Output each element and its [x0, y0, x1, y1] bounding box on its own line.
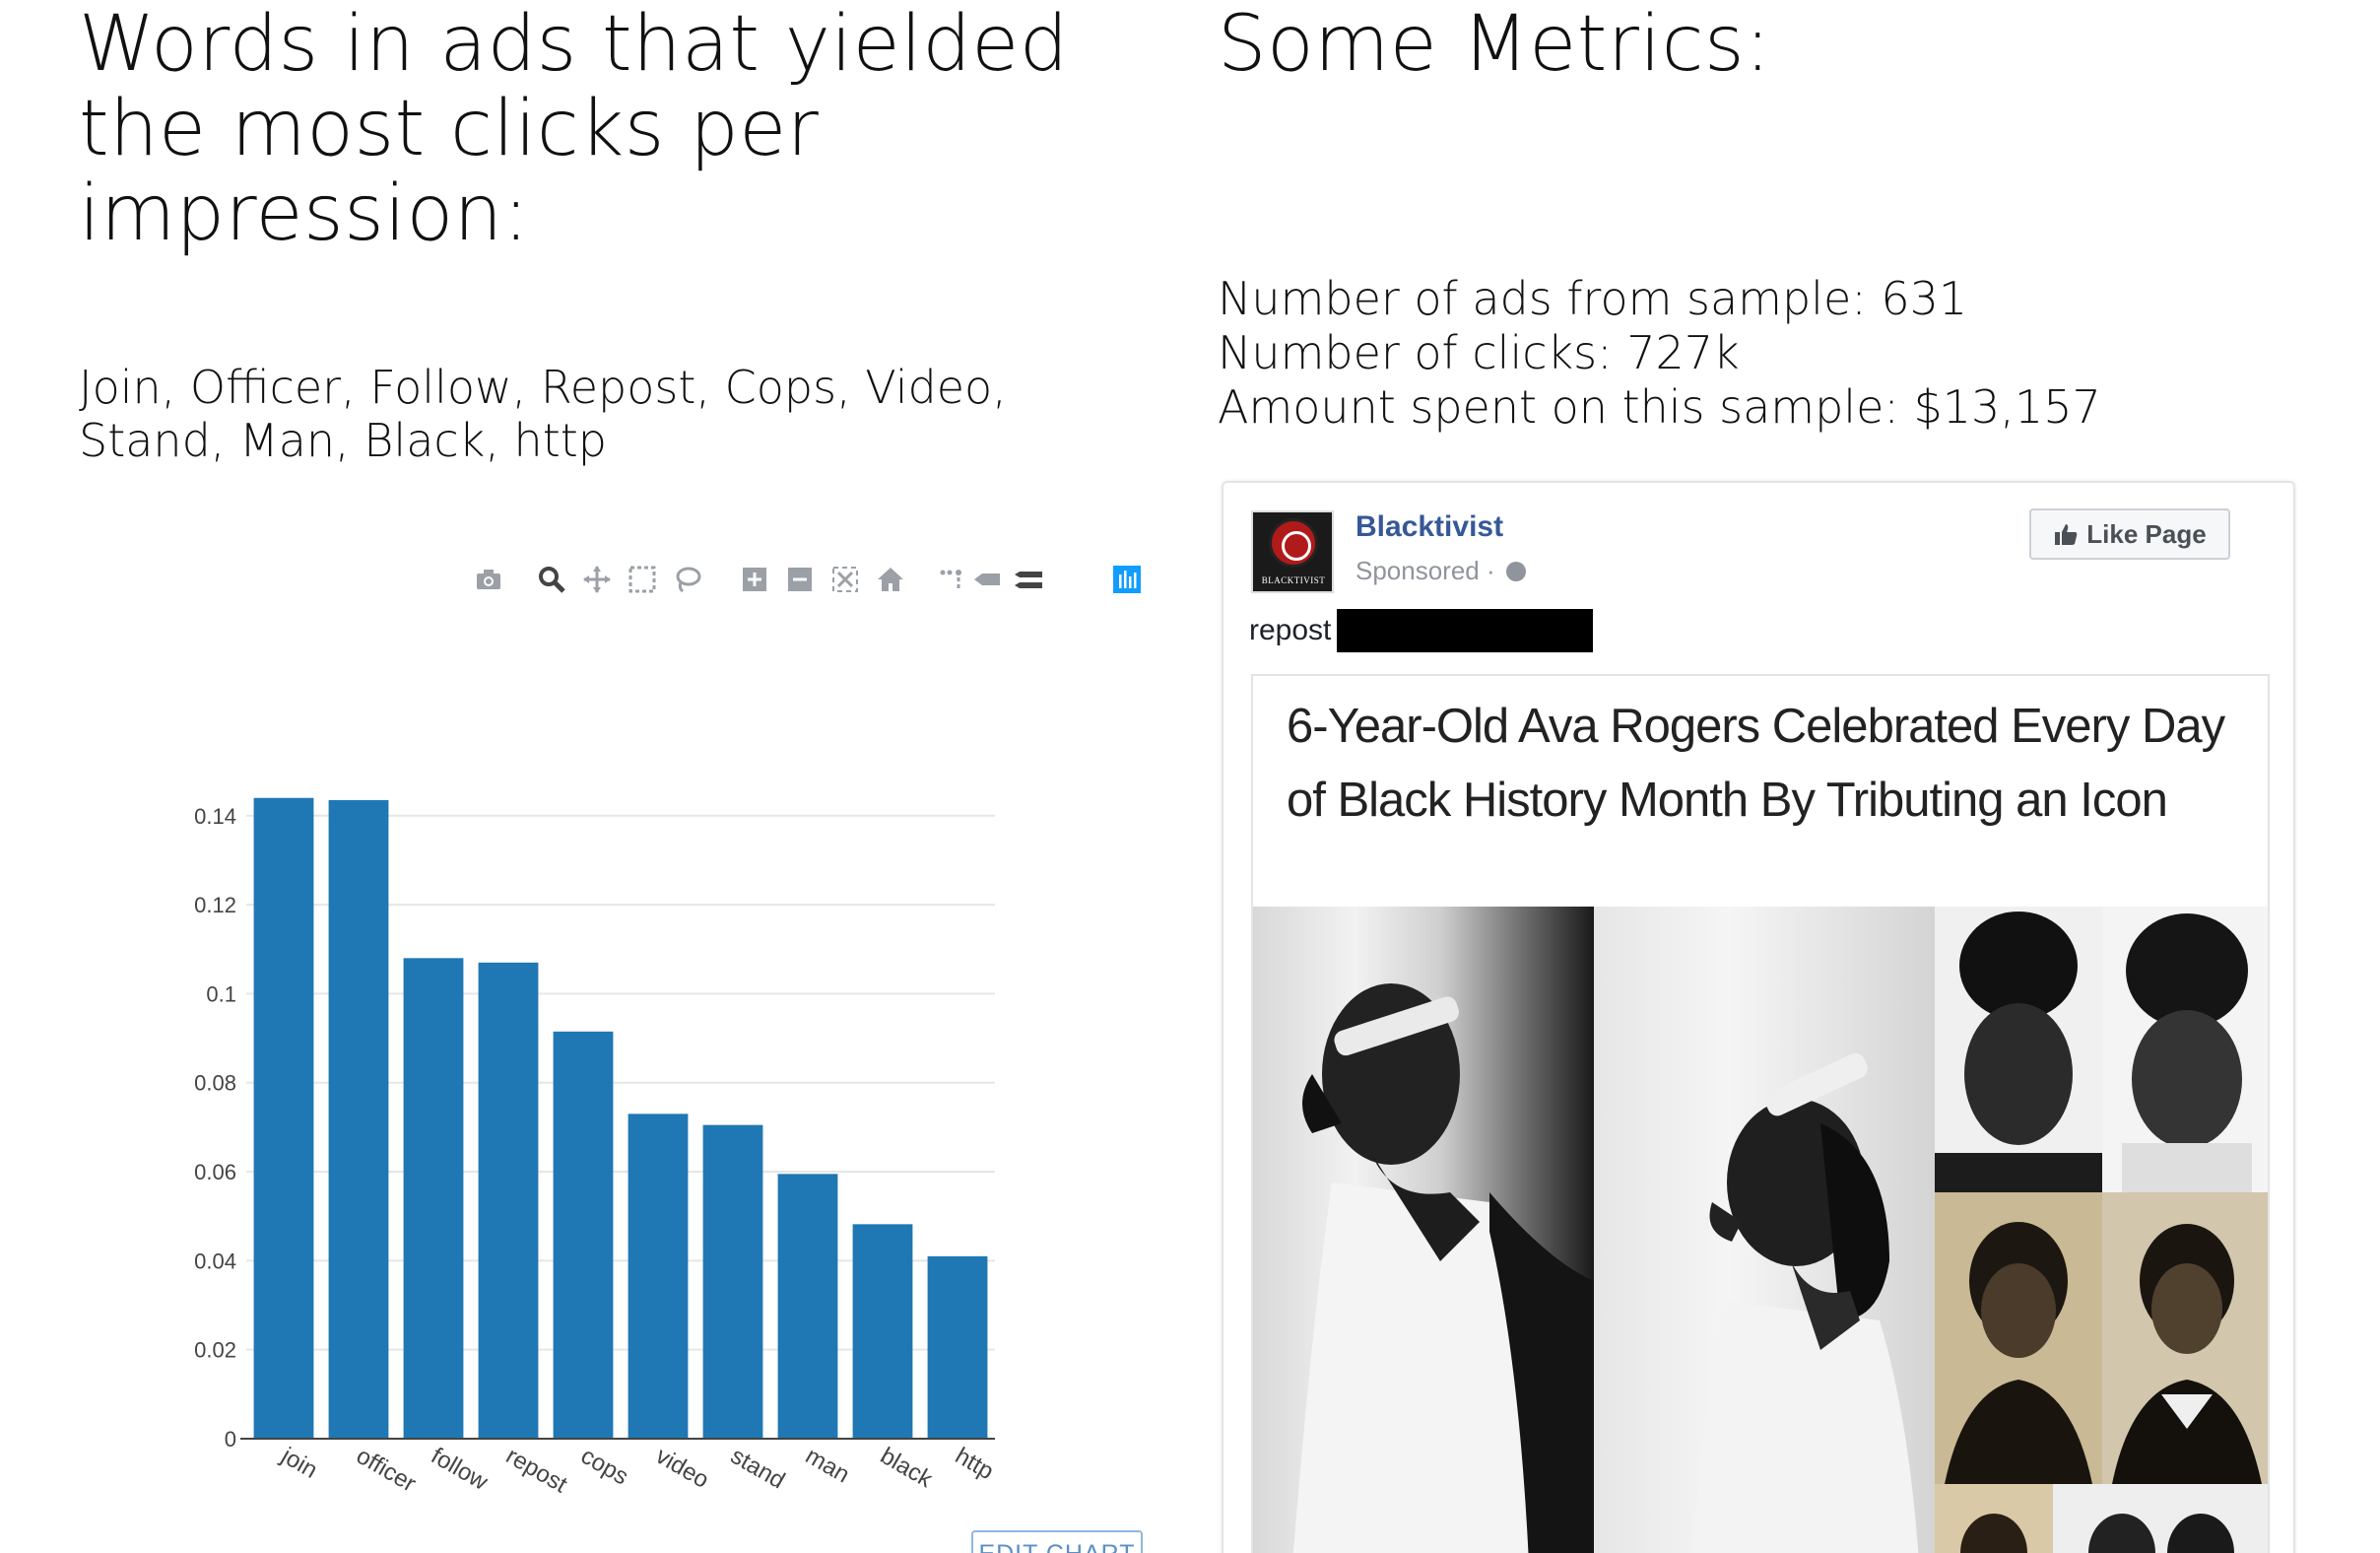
photo-portrait-2 — [2102, 907, 2268, 1192]
bar-chart-svg: 0 0.02 0.04 0.06 0.08 0.1 0.12 0.14 join officer f… — [194, 797, 998, 1499]
thumbs-up-icon — [2055, 524, 2078, 545]
avatar-caption: BLACKTIVIST — [1261, 575, 1326, 585]
x-tick-label: join — [276, 1442, 322, 1484]
photo-portrait-1 — [1935, 907, 2102, 1192]
page-name-link[interactable]: Blacktivist — [1355, 510, 1504, 543]
photo-girl — [1594, 907, 1935, 1553]
words-list: Join, Officer, Follow, Repost, Cops, Vid… — [79, 361, 1007, 467]
pan-icon[interactable] — [579, 562, 615, 597]
x-tick-label: follow — [427, 1443, 493, 1496]
zoom-icon[interactable] — [534, 562, 569, 597]
y-tick-label: 0 — [225, 1427, 236, 1452]
spike-lines-icon[interactable] — [934, 562, 969, 597]
ad-headline: 6-Year-Old Ava Rogers Celebrated Every D… — [1287, 700, 2225, 827]
x-tick-label: stand — [726, 1443, 789, 1495]
bar-follow — [403, 958, 464, 1439]
bar-black — [852, 1224, 913, 1439]
lasso-icon[interactable] — [670, 562, 705, 597]
metrics-list: Number of ads from sample: 631 Number of… — [1218, 272, 2203, 435]
chart-modebar — [471, 562, 1160, 597]
photo-athlete — [1253, 907, 1594, 1553]
avatar-logo-mark — [1269, 518, 1318, 568]
bar-chart[interactable]: 0 0.02 0.04 0.06 0.08 0.1 0.12 0.14 join officer f… — [148, 749, 1034, 1537]
bar-man — [777, 1174, 838, 1439]
edit-chart-button[interactable]: EDIT CHART — [971, 1530, 1143, 1553]
camera-icon[interactable] — [471, 562, 506, 597]
x-tick-label: officer — [352, 1443, 421, 1498]
bar-repost — [478, 962, 539, 1439]
ad-caption-text: repost — [1249, 614, 1332, 646]
x-tick-label: repost — [501, 1443, 572, 1499]
x-tick-label: http — [951, 1443, 998, 1485]
y-tick-label: 0.12 — [194, 893, 236, 917]
bar-stand — [702, 1124, 763, 1439]
bar-http — [927, 1255, 988, 1439]
photo-portrait-4 — [2102, 1192, 2268, 1484]
y-tick-label: 0.1 — [206, 981, 236, 1006]
x-tick-label: man — [801, 1443, 854, 1489]
metric-clicks: Number of clicks: 727k — [1218, 326, 1740, 379]
y-tick-label: 0.08 — [194, 1071, 236, 1096]
box-select-icon[interactable] — [625, 562, 660, 597]
metric-amount-spent: Amount spent on this sample: $13,157 — [1218, 380, 2101, 434]
zoom-out-icon[interactable] — [782, 562, 818, 597]
redaction-box — [1337, 609, 1594, 652]
x-tick-label: black — [876, 1443, 938, 1494]
zoom-in-icon[interactable] — [737, 562, 772, 597]
bar-video — [628, 1114, 689, 1439]
right-title: Some Metrics: — [1218, 0, 1771, 89]
left-title: Words in ads that yielded the most click… — [79, 0, 1069, 258]
ad-photo-collage — [1253, 907, 2268, 1553]
bar-join — [253, 797, 314, 1439]
photo-portrait-6 — [2053, 1484, 2268, 1553]
photo-portrait-5 — [1935, 1484, 2053, 1553]
bar-officer — [328, 800, 389, 1439]
y-tick-label: 0.02 — [194, 1338, 236, 1363]
sponsored-text: Sponsored · — [1355, 556, 1495, 585]
x-tick-label: video — [651, 1443, 713, 1494]
metric-ads-count: Number of ads from sample: 631 — [1218, 272, 1968, 325]
bar-cops — [553, 1031, 614, 1439]
ad-caption: repost — [1249, 609, 1594, 652]
globe-icon — [1505, 562, 1526, 581]
like-page-label: Like Page — [2086, 518, 2207, 549]
autoscale-icon[interactable] — [827, 562, 863, 597]
y-tick-label: 0.04 — [194, 1249, 236, 1273]
facebook-ad-card: BLACKTIVIST Blacktivist Sponsored · Like… — [1222, 481, 2295, 1553]
y-tick-label: 0.14 — [194, 804, 236, 829]
hover-closest-icon[interactable] — [969, 562, 1005, 597]
sponsored-label: Sponsored · — [1355, 556, 1526, 586]
page-avatar[interactable]: BLACKTIVIST — [1251, 510, 1334, 593]
plotly-logo-icon[interactable] — [1109, 562, 1145, 597]
like-page-button[interactable]: Like Page — [2029, 508, 2230, 560]
reset-axes-icon[interactable] — [873, 562, 908, 597]
hover-compare-icon[interactable] — [1011, 562, 1046, 597]
y-tick-label: 0.06 — [194, 1160, 236, 1184]
photo-portrait-3 — [1935, 1192, 2102, 1484]
x-tick-label: cops — [576, 1443, 632, 1491]
ad-image[interactable]: 6-Year-Old Ava Rogers Celebrated Every D… — [1251, 674, 2270, 1553]
